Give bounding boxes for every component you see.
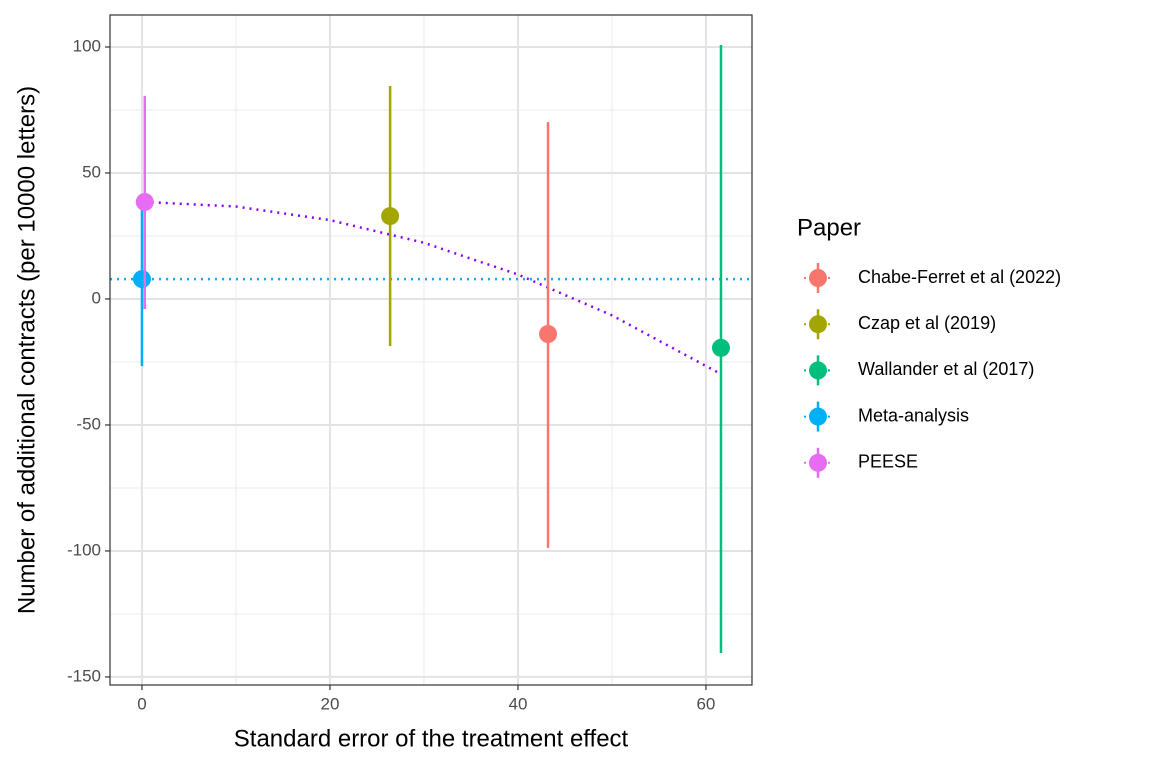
- legend-item: Wallander et al (2017): [804, 355, 1034, 386]
- legend-point: [809, 269, 827, 287]
- legend-item: Chabe-Ferret et al (2022): [804, 263, 1061, 293]
- y-tick-label: -150: [67, 666, 101, 685]
- legend-item: Meta-analysis: [804, 401, 969, 432]
- legend-title: Paper: [797, 214, 861, 241]
- legend-point: [809, 315, 827, 334]
- y-tick-label: -50: [76, 414, 101, 433]
- point: [135, 192, 154, 211]
- legend-point: [809, 453, 827, 472]
- legend-label: Wallander et al (2017): [858, 359, 1034, 379]
- point: [132, 270, 151, 289]
- point: [381, 207, 400, 226]
- y-tick-label: -100: [67, 540, 101, 559]
- legend-item: Czap et al (2019): [804, 309, 996, 340]
- legend-label: PEESE: [858, 452, 918, 472]
- plot-border: [109, 14, 753, 686]
- x-tick-label: 20: [320, 694, 339, 713]
- point: [539, 324, 558, 343]
- y-tick-label: 100: [73, 36, 101, 55]
- y-tick-label: 0: [92, 288, 101, 307]
- legend-point: [809, 407, 827, 426]
- point: [711, 338, 730, 357]
- y-tick-label: 50: [82, 162, 101, 181]
- legend-label: Meta-analysis: [858, 405, 969, 425]
- x-tick-label: 60: [696, 694, 715, 713]
- legend-point: [809, 361, 827, 380]
- y-axis-title: Number of additional contracts (per 1000…: [13, 86, 40, 614]
- legend-label: Czap et al (2019): [858, 313, 996, 333]
- legend-item: PEESE: [804, 447, 918, 478]
- x-tick-label: 40: [508, 694, 527, 713]
- fit-curve: [144, 200, 722, 376]
- plot-background: [110, 15, 752, 685]
- x-axis-title: Standard error of the treatment effect: [234, 725, 629, 752]
- legend-label: Chabe-Ferret et al (2022): [858, 267, 1061, 287]
- plot-area: [110, 15, 752, 685]
- x-tick-label: 0: [137, 694, 146, 713]
